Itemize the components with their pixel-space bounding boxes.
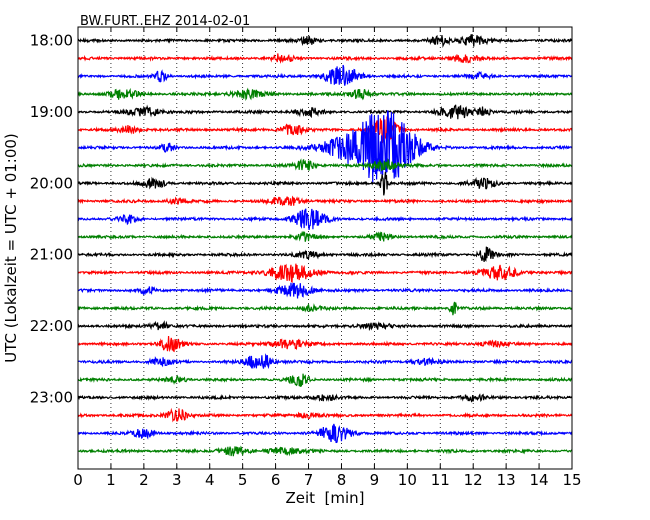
trace-1945 (77, 158, 573, 172)
trace-1915 (77, 116, 573, 144)
chart-title: BW.FURT..EHZ 2014-02-01 (80, 14, 250, 29)
trace-1930 (77, 110, 573, 183)
trace-2100 (77, 246, 573, 262)
x-tick-label: 13 (497, 471, 516, 489)
seismic-traces (77, 34, 573, 457)
x-tick-label: 10 (398, 471, 417, 489)
x-tick-label: 8 (337, 471, 347, 489)
x-tick-label: 6 (271, 471, 281, 489)
plot-frame (77, 26, 573, 470)
trace-1800 (77, 34, 573, 48)
x-tick-label: 15 (562, 471, 581, 489)
x-tick-label: 2 (139, 471, 149, 489)
trace-2145 (77, 301, 573, 316)
x-tick-label: 14 (530, 471, 549, 489)
y-tick-label: 20:00 (30, 174, 73, 192)
trace-2200 (77, 320, 573, 331)
trace-1830 (77, 64, 573, 86)
trace-2230 (77, 353, 573, 370)
trace-2015 (77, 195, 573, 207)
trace-2030 (77, 208, 573, 231)
x-tick-label: 7 (304, 471, 314, 489)
y-tick-label: 21:00 (30, 246, 73, 264)
x-tick-label: 11 (431, 471, 450, 489)
trace-2000 (77, 171, 573, 196)
x-tick-label: 5 (238, 471, 248, 489)
y-tick-label: 19:00 (30, 103, 73, 121)
trace-2330 (77, 423, 573, 444)
x-tick-label: 9 (370, 471, 380, 489)
y-tick-label: 18:00 (30, 32, 73, 50)
x-axis-ticks: 0 1 2 3 4 5 6 7 8 9 10 11 12 13 14 15 (73, 27, 582, 489)
trace-1815 (77, 53, 573, 64)
trace-2345 (77, 445, 573, 457)
y-axis-label: UTC (Lokalzeit = UTC + 01:00) (2, 133, 20, 363)
trace-2315 (77, 407, 573, 423)
trace-1845 (77, 87, 572, 102)
x-tick-label: 1 (106, 471, 116, 489)
y-tick-label: 22:00 (30, 317, 73, 335)
x-axis-label: Zeit [min] (285, 489, 364, 507)
trace-2130 (77, 282, 573, 299)
trace-2300 (77, 393, 573, 403)
x-tick-label: 0 (73, 471, 83, 489)
x-tick-label: 4 (205, 471, 215, 489)
y-tick-label: 23:00 (30, 389, 73, 407)
y-axis-ticks: 18:00 19:00 20:00 21:00 22:00 23:00 (30, 32, 572, 407)
trace-1900 (77, 104, 573, 120)
x-tick-label: 3 (172, 471, 182, 489)
trace-2115 (77, 263, 573, 283)
x-tick-label: 12 (464, 471, 483, 489)
trace-2215 (77, 336, 573, 353)
trace-2045 (77, 230, 573, 242)
trace-2245 (77, 373, 573, 387)
